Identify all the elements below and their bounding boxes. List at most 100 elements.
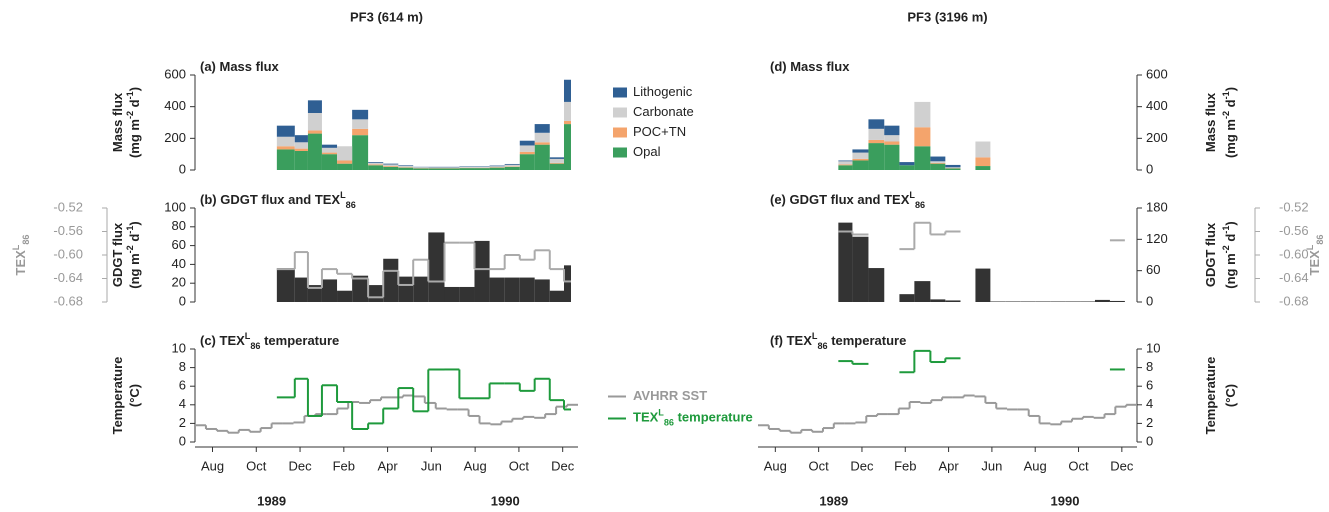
y-tick-label: 200 [1146,130,1168,145]
bar [838,164,853,166]
column-title: PF3 (614 m) [350,9,423,24]
y2-tick-label: -0.56 [53,223,83,238]
bar [383,163,399,165]
y-tick-label: 0 [179,433,186,448]
bar [489,167,505,170]
text-part: L [340,190,346,200]
bar [899,165,915,170]
y-axis-label: Temperature [110,357,125,435]
bar [276,149,295,170]
bar [838,160,853,162]
bar [838,222,853,302]
bar [352,275,369,302]
y-tick-label: 0 [179,293,186,308]
text-part: d [1223,99,1238,111]
bar [975,268,991,302]
bar [884,125,900,136]
bar [975,141,991,158]
bar [899,294,915,302]
bar [945,167,961,169]
text-part: (°C) [127,384,142,407]
y-tick-label: 6 [1146,378,1153,393]
bar [474,166,490,168]
x-tick-label: Oct [246,458,267,473]
bar [549,290,564,302]
bar [276,136,295,147]
text-part: -2 [1221,245,1231,253]
text-part: ) [1223,221,1238,225]
y2-tick-label: -0.64 [53,270,83,285]
y-axis-label: GDGT flux [1203,222,1218,287]
bar [519,277,535,302]
bar [549,158,564,163]
text-part: -2 [125,111,135,119]
bar [884,135,900,142]
x-tick-label: Feb [894,458,916,473]
bar [489,166,505,168]
text-part: (e) GDGT flux and TEX [770,192,910,207]
bar [383,258,399,302]
bar [504,166,520,170]
bar [884,141,900,145]
bar [504,163,520,165]
y-tick-label: 2 [1146,415,1153,430]
bar [307,113,322,131]
bar [398,167,414,170]
panel-title: (c) TEXL86 temperature [200,331,339,351]
bar [294,277,308,302]
bar [534,132,550,143]
text-part: -1 [125,226,135,234]
bar [549,157,564,159]
bar [868,268,885,302]
x-tick-label: Apr [377,458,398,473]
text-part: TEX [13,250,28,276]
legend-label: Opal [633,144,661,159]
bar [914,146,931,170]
text-part: 86 [915,200,925,210]
text-part: L [11,244,21,250]
bar [459,166,475,168]
bar [444,167,460,169]
x-tick-label: Oct [809,458,830,473]
bar [563,265,571,302]
bar [534,124,550,133]
bar [321,152,338,155]
text-part: -1 [1221,91,1231,99]
year-label: 1990 [491,493,520,508]
y-tick-label: 8 [1146,359,1153,374]
bar [368,165,384,170]
bar [321,279,338,302]
legend-swatch [613,147,627,158]
text-part: Mass flux [1203,92,1218,152]
text-part: L [658,408,664,418]
bar [321,154,338,170]
bar [294,142,308,149]
bar [534,144,550,170]
bar [276,146,295,150]
text-part: (d) Mass flux [770,59,850,74]
y2-axis-label: TEXL86 [11,235,31,276]
text-part: TEX [633,410,659,425]
text-part: L [909,190,915,200]
bar [563,101,571,121]
bar [307,100,322,113]
bar [868,139,885,144]
bar [383,166,399,170]
x-tick-label: Dec [551,458,575,473]
bar [368,162,384,165]
panel-title: (b) GDGT flux and TEXL86 [200,190,356,210]
legend-swatch [613,127,627,138]
bar [413,168,429,170]
bar [368,164,384,166]
y-tick-label: 400 [164,98,186,113]
y2-tick-label: -0.52 [53,199,83,214]
text-part: Mass flux [110,92,125,152]
bar [868,143,885,170]
text-part: (b) GDGT flux and TEX [200,192,340,207]
text-part: (mg m [127,119,142,158]
bar [914,281,931,302]
bar [276,125,295,137]
bar [368,285,384,302]
bar [975,166,991,170]
y-axis-label: (mg m-2 d-1) [1221,87,1238,158]
